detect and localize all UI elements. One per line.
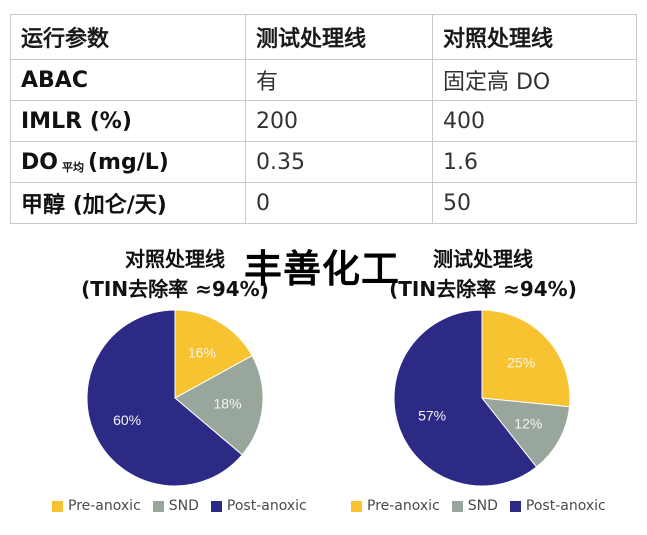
- row-label: DO 平均 (mg/L): [10, 141, 246, 183]
- test-value: 200: [245, 100, 433, 142]
- legend-swatch: [509, 500, 521, 512]
- param-unit: (mg/L): [87, 149, 169, 175]
- control-value: 固定高 DO: [432, 59, 637, 101]
- test-value: 0.35: [245, 141, 433, 183]
- legend-item: Post-anoxic: [509, 498, 606, 514]
- legend-label: Post-anoxic: [226, 498, 307, 514]
- legend-swatch: [52, 500, 63, 512]
- test-value: 0: [245, 182, 433, 224]
- legend-label: SND: [168, 498, 199, 514]
- watermark: 丰善化工: [244, 247, 401, 291]
- control-value: 400: [432, 100, 637, 142]
- param-name: DO: [21, 149, 58, 175]
- legend-label: Post-anoxic: [525, 498, 606, 514]
- header-test-line: 测试处理线: [245, 14, 433, 60]
- test-value: 有: [245, 59, 433, 101]
- chart-title-text: 对照处理线: [125, 247, 225, 271]
- chart-subtitle-text: (TIN去除率 ≈94%): [81, 277, 269, 301]
- param-name: ABAC: [21, 67, 88, 93]
- param-name: 甲醇: [21, 193, 66, 218]
- legend-item: Pre-anoxic: [351, 498, 440, 514]
- test-chart-title: 测试处理线 (TIN去除率 ≈94%): [368, 244, 598, 304]
- legend-label: Pre-anoxic: [367, 498, 440, 514]
- slice-value-label: 12%: [514, 415, 542, 431]
- table-row: ABAC 有 固定高 DO: [10, 59, 637, 101]
- slice-value-label: 60%: [113, 412, 141, 428]
- header-parameter: 运行参数: [10, 14, 246, 60]
- slice-value-label: 18%: [214, 395, 242, 411]
- table-row: 甲醇 (加仑/天) 0 50: [10, 182, 637, 224]
- legend-swatch: [210, 500, 222, 512]
- row-label: IMLR (%): [10, 100, 246, 142]
- pie-slice-snd: [480, 397, 571, 468]
- pie-slice-pre-anoxic: [174, 309, 253, 399]
- row-label: 甲醇 (加仑/天): [10, 182, 246, 224]
- slice-value-label: 57%: [418, 407, 446, 423]
- legend-label: SND: [467, 498, 498, 514]
- chart-subtitle-text: (TIN去除率 ≈94%): [389, 277, 577, 301]
- control-chart-title: 对照处理线 (TIN去除率 ≈94%): [60, 244, 290, 304]
- chart-title-text: 测试处理线: [433, 247, 533, 271]
- param-subscript: 平均: [61, 160, 84, 174]
- legend-swatch: [451, 500, 463, 512]
- legend-item: Post-anoxic: [210, 498, 307, 514]
- param-unit: (%): [89, 108, 132, 134]
- table-row: DO 平均 (mg/L) 0.35 1.6: [10, 141, 637, 183]
- legend-swatch: [152, 500, 164, 512]
- legend-swatch: [351, 500, 362, 512]
- test-chart-legend: Pre-anoxic SND Post-anoxic: [351, 498, 612, 514]
- control-pie-chart: 16% 18% 60%: [86, 309, 264, 487]
- pie-slice-pre-anoxic: [481, 309, 571, 408]
- header-control-line: 对照处理线: [432, 14, 637, 60]
- param-unit: (加仑/天): [72, 193, 167, 218]
- slice-value-label: 16%: [188, 345, 216, 361]
- param-name: IMLR: [21, 108, 83, 134]
- pie-slice-post-anoxic: [86, 309, 243, 487]
- row-label: ABAC: [10, 59, 246, 101]
- control-chart-legend: Pre-anoxic SND Post-anoxic: [52, 498, 313, 514]
- pie-slice-snd: [174, 355, 264, 456]
- slice-value-label: 25%: [507, 355, 535, 371]
- table-row: IMLR (%) 200 400: [10, 100, 637, 142]
- legend-item: Pre-anoxic: [52, 498, 141, 514]
- pie-slice-post-anoxic: [393, 309, 538, 487]
- control-value: 50: [432, 182, 637, 224]
- parameters-table: 运行参数 测试处理线 对照处理线 ABAC 有 固定高 DO IMLR (%) …: [10, 14, 637, 224]
- table-header-row: 运行参数 测试处理线 对照处理线: [10, 14, 637, 60]
- legend-item: SND: [152, 498, 199, 514]
- legend-label: Pre-anoxic: [68, 498, 141, 514]
- control-value: 1.6: [432, 141, 637, 183]
- legend-item: SND: [451, 498, 498, 514]
- test-pie-chart: 25% 12% 57%: [393, 309, 571, 487]
